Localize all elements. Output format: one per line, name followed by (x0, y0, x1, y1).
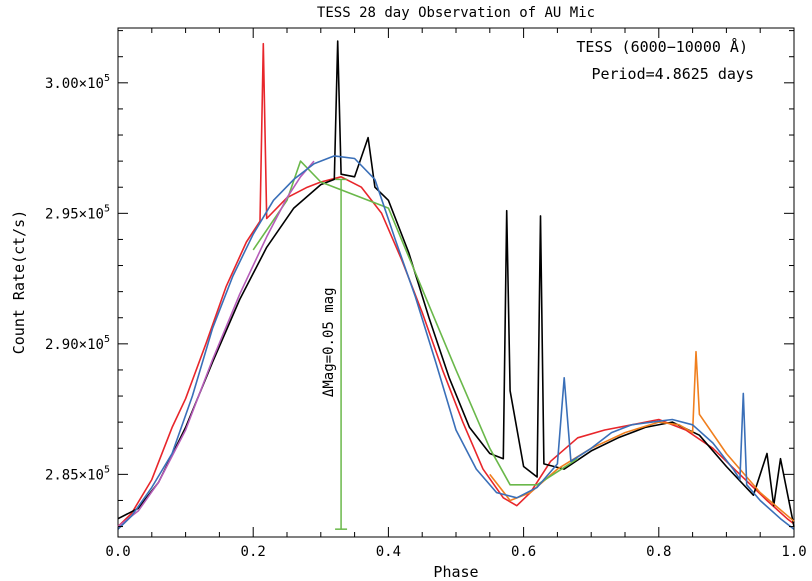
y-tick-label: 2.90×105 (45, 334, 110, 353)
series-line-5 (117, 155, 795, 530)
x-tick-label: 0.8 (646, 544, 671, 560)
chart-title: TESS 28 day Observation of AU Mic (317, 5, 595, 21)
series-line-2 (489, 350, 795, 522)
delta-mag-label: ΔMag=0.05 mag (321, 287, 337, 397)
y-tick-label: 2.95×105 (45, 203, 110, 222)
y-axis-label: Count Rate(ct/s) (10, 210, 28, 355)
legend-entry-period: Period=4.8625 days (591, 65, 754, 83)
x-tick-label: 0.6 (511, 544, 536, 560)
x-tick-label: 0.4 (376, 544, 401, 560)
ticks-layer: 0.0 0.2 0.4 0.6 0.8 1.0 2.85×105 2.90×105 2.95×1… (45, 28, 807, 560)
annotation-layer: ΔMag=0.05 mag (321, 178, 348, 530)
x-axis-label: Phase (433, 563, 478, 581)
legend: TESS (6000−10000 Å) Period=4.8625 days (576, 37, 754, 83)
x-tick-label: 0.0 (105, 544, 130, 560)
series-line-1 (117, 40, 795, 527)
y-tick-label: 3.00×105 (45, 73, 110, 92)
series-layer (117, 40, 795, 530)
plot-frame (117, 27, 795, 538)
y-tick-label: 2.85×105 (45, 464, 110, 483)
series-line-4 (117, 160, 315, 528)
x-tick-label: 0.2 (241, 544, 266, 560)
series-line-0 (117, 42, 795, 528)
x-tick-label: 1.0 (781, 544, 806, 560)
series-line-3 (252, 160, 579, 486)
legend-entry-tess: TESS (6000−10000 Å) (576, 37, 748, 56)
